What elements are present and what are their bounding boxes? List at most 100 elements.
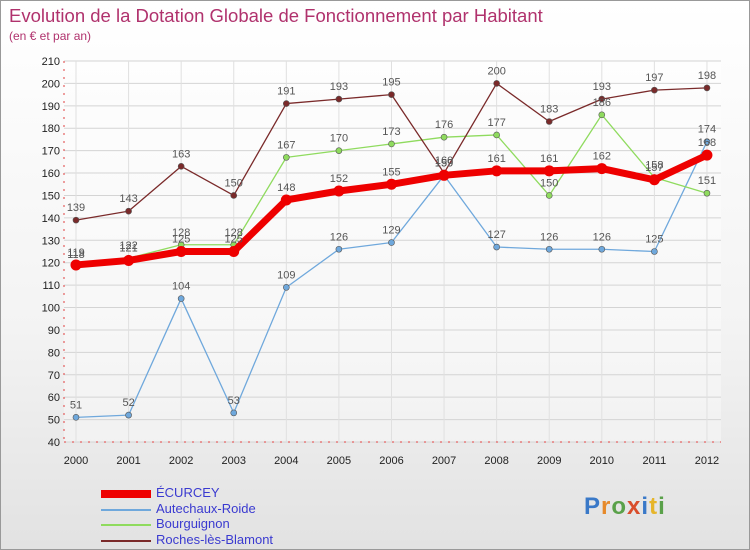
proxiti-logo: Proxiti xyxy=(584,493,666,521)
data-label: 152 xyxy=(330,173,348,185)
chart-subtitle: (en € et par an) xyxy=(9,29,92,43)
y-tick-label: 180 xyxy=(42,123,60,135)
data-point xyxy=(491,165,503,177)
data-label: 125 xyxy=(645,234,663,246)
y-tick-label: 110 xyxy=(42,280,60,292)
data-label: 126 xyxy=(593,231,611,243)
data-label: 155 xyxy=(382,166,400,178)
y-tick-label: 130 xyxy=(42,235,60,247)
x-tick-label: 2003 xyxy=(221,455,245,467)
logo-letter: t xyxy=(649,493,659,520)
data-label: 139 xyxy=(67,202,85,214)
y-tick-label: 70 xyxy=(48,370,60,382)
data-point xyxy=(545,245,553,253)
data-label: 52 xyxy=(122,397,134,409)
data-label: 198 xyxy=(698,70,716,82)
logo-letter: i xyxy=(641,493,650,520)
data-point xyxy=(70,259,82,271)
data-label: 125 xyxy=(225,234,243,246)
logo-letter: r xyxy=(601,493,612,520)
data-label: 159 xyxy=(435,157,453,169)
data-label: 157 xyxy=(645,162,663,174)
data-label: 127 xyxy=(487,229,505,241)
legend-label: Bourguignon xyxy=(156,516,230,531)
data-point xyxy=(125,207,132,215)
y-tick-label: 210 xyxy=(42,56,60,68)
data-point xyxy=(177,163,185,170)
data-label: 170 xyxy=(330,133,348,145)
y-tick-label: 140 xyxy=(42,213,60,225)
data-point xyxy=(598,111,606,119)
data-label: 122 xyxy=(119,240,137,252)
y-tick-label: 60 xyxy=(48,392,60,404)
data-label: 186 xyxy=(593,97,611,109)
data-point xyxy=(545,192,553,199)
data-label: 129 xyxy=(382,225,400,237)
x-tick-label: 2007 xyxy=(432,455,456,467)
data-point xyxy=(388,239,395,246)
data-label: 150 xyxy=(540,177,558,189)
y-tick-label: 170 xyxy=(42,146,60,158)
data-point xyxy=(335,95,343,103)
y-tick-label: 80 xyxy=(48,347,60,359)
data-point xyxy=(228,246,240,257)
legend-label: ÉCURCEY xyxy=(156,485,220,500)
data-label: 126 xyxy=(330,231,348,243)
data-label: 128 xyxy=(172,227,190,239)
data-label: 162 xyxy=(593,151,611,163)
legend-label: Autechaux-Roide xyxy=(156,501,256,516)
chart-title: Evolution de la Dotation Globale de Fonc… xyxy=(9,5,543,26)
data-label: 148 xyxy=(277,182,295,194)
data-point xyxy=(701,149,713,161)
x-tick-label: 2001 xyxy=(116,455,140,467)
data-point xyxy=(493,243,500,251)
x-tick-label: 2012 xyxy=(695,455,719,467)
data-label: 143 xyxy=(119,193,137,205)
data-point xyxy=(283,284,290,291)
data-point xyxy=(335,147,343,154)
data-label: 159 xyxy=(435,157,453,169)
y-tick-label: 50 xyxy=(48,415,60,427)
data-label: 193 xyxy=(593,81,611,93)
data-point xyxy=(598,95,606,103)
y-tick-label: 120 xyxy=(42,258,60,270)
legend-swatch xyxy=(101,490,151,498)
y-tick-label: 190 xyxy=(42,101,60,113)
data-label: 51 xyxy=(70,399,82,411)
x-tick-label: 2000 xyxy=(64,455,88,467)
logo-letter: o xyxy=(611,493,628,520)
data-label: 161 xyxy=(540,153,558,165)
data-label: 167 xyxy=(277,139,295,151)
data-label: 195 xyxy=(382,77,400,89)
data-label: 121 xyxy=(119,242,137,254)
data-point xyxy=(596,163,608,175)
data-label: 104 xyxy=(172,281,190,293)
data-point xyxy=(335,245,343,253)
data-point xyxy=(493,80,500,87)
data-point xyxy=(598,245,606,253)
data-label: 193 xyxy=(330,81,348,93)
data-point xyxy=(703,138,711,145)
x-tick-label: 2005 xyxy=(327,455,351,467)
legend-swatch xyxy=(101,524,151,526)
x-tick-label: 2010 xyxy=(590,455,614,467)
data-label: 118 xyxy=(67,249,85,261)
y-tick-label: 40 xyxy=(48,437,60,449)
data-label: 125 xyxy=(172,234,190,246)
data-label: 161 xyxy=(487,153,505,165)
data-label: 109 xyxy=(277,269,295,281)
data-label: 128 xyxy=(225,227,243,239)
data-label: 173 xyxy=(382,126,400,138)
data-label: 197 xyxy=(645,72,663,84)
data-point xyxy=(175,246,187,257)
y-tick-label: 160 xyxy=(42,168,60,180)
data-point xyxy=(283,100,290,107)
data-label: 168 xyxy=(698,137,716,149)
logo-letter: P xyxy=(584,493,602,520)
x-tick-label: 2002 xyxy=(169,455,193,467)
data-label: 53 xyxy=(228,395,240,407)
data-point xyxy=(388,91,395,98)
data-point xyxy=(333,185,345,197)
